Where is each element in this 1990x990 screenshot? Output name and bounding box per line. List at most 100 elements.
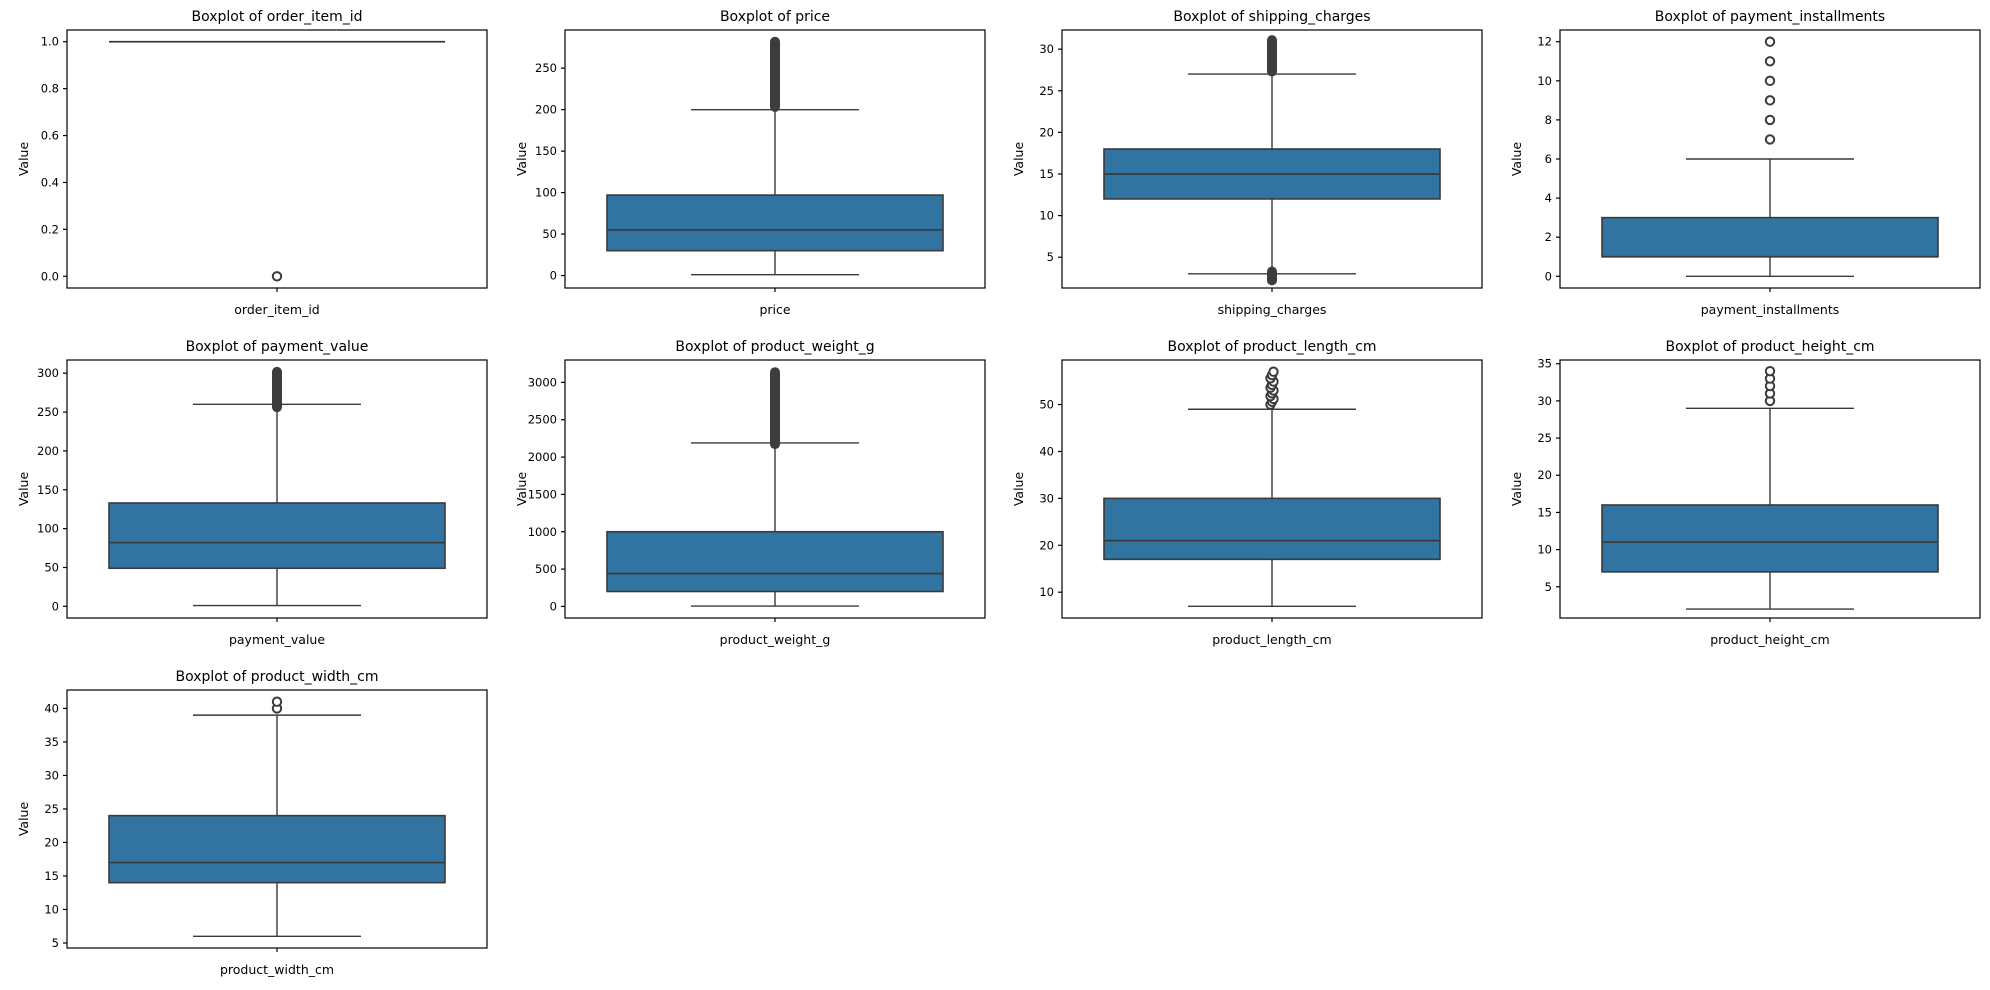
outlier-point <box>1764 75 1775 87</box>
y-tick-label: 20 <box>1039 538 1054 552</box>
y-tick-label: 250 <box>37 405 59 419</box>
y-tick-label: 0.0 <box>41 269 59 283</box>
subplot-canvas: 5 10 15 20 25 30 Boxplot of shipping_chargessh… <box>1011 9 1483 317</box>
y-axis-label: Value <box>1011 472 1026 507</box>
subplot-title: Boxplot of payment_value <box>186 339 369 355</box>
outlier-strip <box>1267 35 1277 77</box>
y-tick-label: 15 <box>1537 505 1552 519</box>
y-tick-label: 8 <box>1544 113 1551 127</box>
outlier-point <box>1764 36 1775 47</box>
subplot-product_width_cm: 5 10 15 20 25 30 35 40 Boxplot of product_width_… <box>0 660 498 990</box>
subplot-canvas: 0 500 1000 1500 2000 2500 3000 Boxplot of produ… <box>514 339 986 647</box>
x-axis-label: payment_installments <box>1700 302 1839 317</box>
subplot-title: Boxplot of product_width_cm <box>175 669 378 685</box>
y-tick-label: 25 <box>44 802 59 816</box>
y-tick-label: 0.2 <box>41 222 59 236</box>
y-tick-label: 1500 <box>527 487 556 501</box>
box-iqr <box>108 502 446 570</box>
y-tick-label: 10 <box>1039 585 1054 599</box>
outlier-strip <box>1267 266 1277 286</box>
box-iqr <box>605 530 944 593</box>
y-tick-label: 5 <box>52 936 59 950</box>
y-tick-label: 30 <box>44 768 59 782</box>
subplot-canvas: 5 10 15 20 25 30 35 Boxplot of product_height_c… <box>1509 339 1981 647</box>
y-tick-label: 35 <box>1537 357 1552 371</box>
outlier-point <box>1764 95 1775 106</box>
subplot-title: Boxplot of product_weight_g <box>675 339 874 355</box>
subplot-canvas: 5 10 15 20 25 30 35 40 Boxplot of product_width_… <box>16 669 488 977</box>
x-axis-label: price <box>759 302 790 317</box>
y-axis-label: Value <box>16 802 31 837</box>
outlier-point <box>1268 366 1279 377</box>
y-tick-label: 10 <box>1537 74 1552 88</box>
y-tick-label: 35 <box>44 735 59 749</box>
y-tick-label: 30 <box>1039 491 1054 505</box>
y-tick-label: 100 <box>535 186 557 200</box>
y-tick-label: 500 <box>535 562 557 576</box>
subplot-title: Boxplot of product_length_cm <box>1167 339 1376 355</box>
y-tick-label: 3000 <box>527 375 556 389</box>
outlier-strip <box>769 367 780 450</box>
y-tick-label: 20 <box>1039 125 1054 139</box>
y-tick-label: 30 <box>1537 394 1552 408</box>
y-tick-label: 0 <box>549 599 556 613</box>
x-axis-label: product_height_cm <box>1710 632 1829 647</box>
y-tick-label: 50 <box>44 560 59 574</box>
y-tick-label: 1.0 <box>41 35 59 49</box>
subplot-product_height_cm: 5 10 15 20 25 30 35 Boxplot of product_height_c… <box>1493 330 1990 660</box>
y-tick-label: 40 <box>44 701 59 715</box>
y-tick-label: 200 <box>535 103 557 117</box>
y-tick-label: 100 <box>37 522 59 536</box>
y-tick-label: 6 <box>1544 152 1551 166</box>
subplot-canvas: 0 50 100 150 200 250 Boxplot of price price Valu… <box>514 9 986 317</box>
subplot-shipping_charges: 5 10 15 20 25 30 Boxplot of shipping_charges sh… <box>995 0 1493 330</box>
y-tick-label: 25 <box>1537 431 1552 445</box>
box-iqr <box>1600 504 1939 573</box>
subplot-payment_value: 0 50 100 150 200 250 300 Boxplot of payment_val… <box>0 330 498 660</box>
subplot-title: Boxplot of order_item_id <box>192 9 363 25</box>
outlier-point <box>1764 365 1775 377</box>
axes-spines <box>66 29 488 289</box>
y-tick-label: 2500 <box>527 413 556 427</box>
y-tick-label: 2000 <box>527 450 556 464</box>
outlier-point <box>1764 114 1775 126</box>
y-tick-label: 1000 <box>527 525 556 539</box>
y-axis-label: Value <box>1509 472 1524 507</box>
x-axis-label: product_length_cm <box>1212 632 1331 647</box>
subplot-title: Boxplot of price <box>719 9 829 25</box>
outlier-point <box>1764 134 1775 145</box>
box-iqr <box>108 814 446 884</box>
y-tick-label: 20 <box>1537 468 1552 482</box>
y-tick-label: 5 <box>1544 580 1551 594</box>
subplot-canvas: 0.0 0.2 0.4 0.6 0.8 1.0 Boxplot of order_item_… <box>16 9 488 317</box>
y-tick-label: 50 <box>1039 398 1054 412</box>
subplot-product_weight_g: 0 500 1000 1500 2000 2500 3000 Boxplot of produ… <box>498 330 996 660</box>
x-axis-label: product_weight_g <box>719 632 830 647</box>
subplot-title: Boxplot of payment_installments <box>1654 9 1884 25</box>
y-tick-label: 10 <box>1039 209 1054 223</box>
y-tick-label: 25 <box>1039 84 1054 98</box>
outlier-strip <box>769 36 780 112</box>
y-tick-label: 300 <box>37 366 59 380</box>
subplot-canvas: 10 20 30 40 50 Boxplot of product_length_cmpr… <box>1011 339 1483 647</box>
outlier-strip <box>272 366 282 413</box>
y-tick-label: 0 <box>549 269 556 283</box>
subplot-price: 0 50 100 150 200 250 Boxplot of price price Valu… <box>498 0 996 330</box>
y-tick-label: 5 <box>1047 250 1054 264</box>
y-axis-label: Value <box>514 472 529 507</box>
y-tick-label: 0 <box>1544 269 1551 283</box>
y-tick-label: 150 <box>37 483 59 497</box>
y-tick-label: 15 <box>1039 167 1054 181</box>
y-tick-label: 150 <box>535 144 557 158</box>
x-axis-label: order_item_id <box>234 302 319 317</box>
y-tick-label: 0.6 <box>41 129 59 143</box>
y-tick-label: 10 <box>1537 543 1552 557</box>
y-tick-label: 0.4 <box>41 175 59 189</box>
y-tick-label: 2 <box>1544 230 1551 244</box>
y-tick-label: 50 <box>542 227 557 241</box>
y-tick-label: 30 <box>1039 42 1054 56</box>
y-axis-label: Value <box>16 472 31 507</box>
y-tick-label: 15 <box>44 869 59 883</box>
y-tick-label: 0.8 <box>41 82 59 96</box>
